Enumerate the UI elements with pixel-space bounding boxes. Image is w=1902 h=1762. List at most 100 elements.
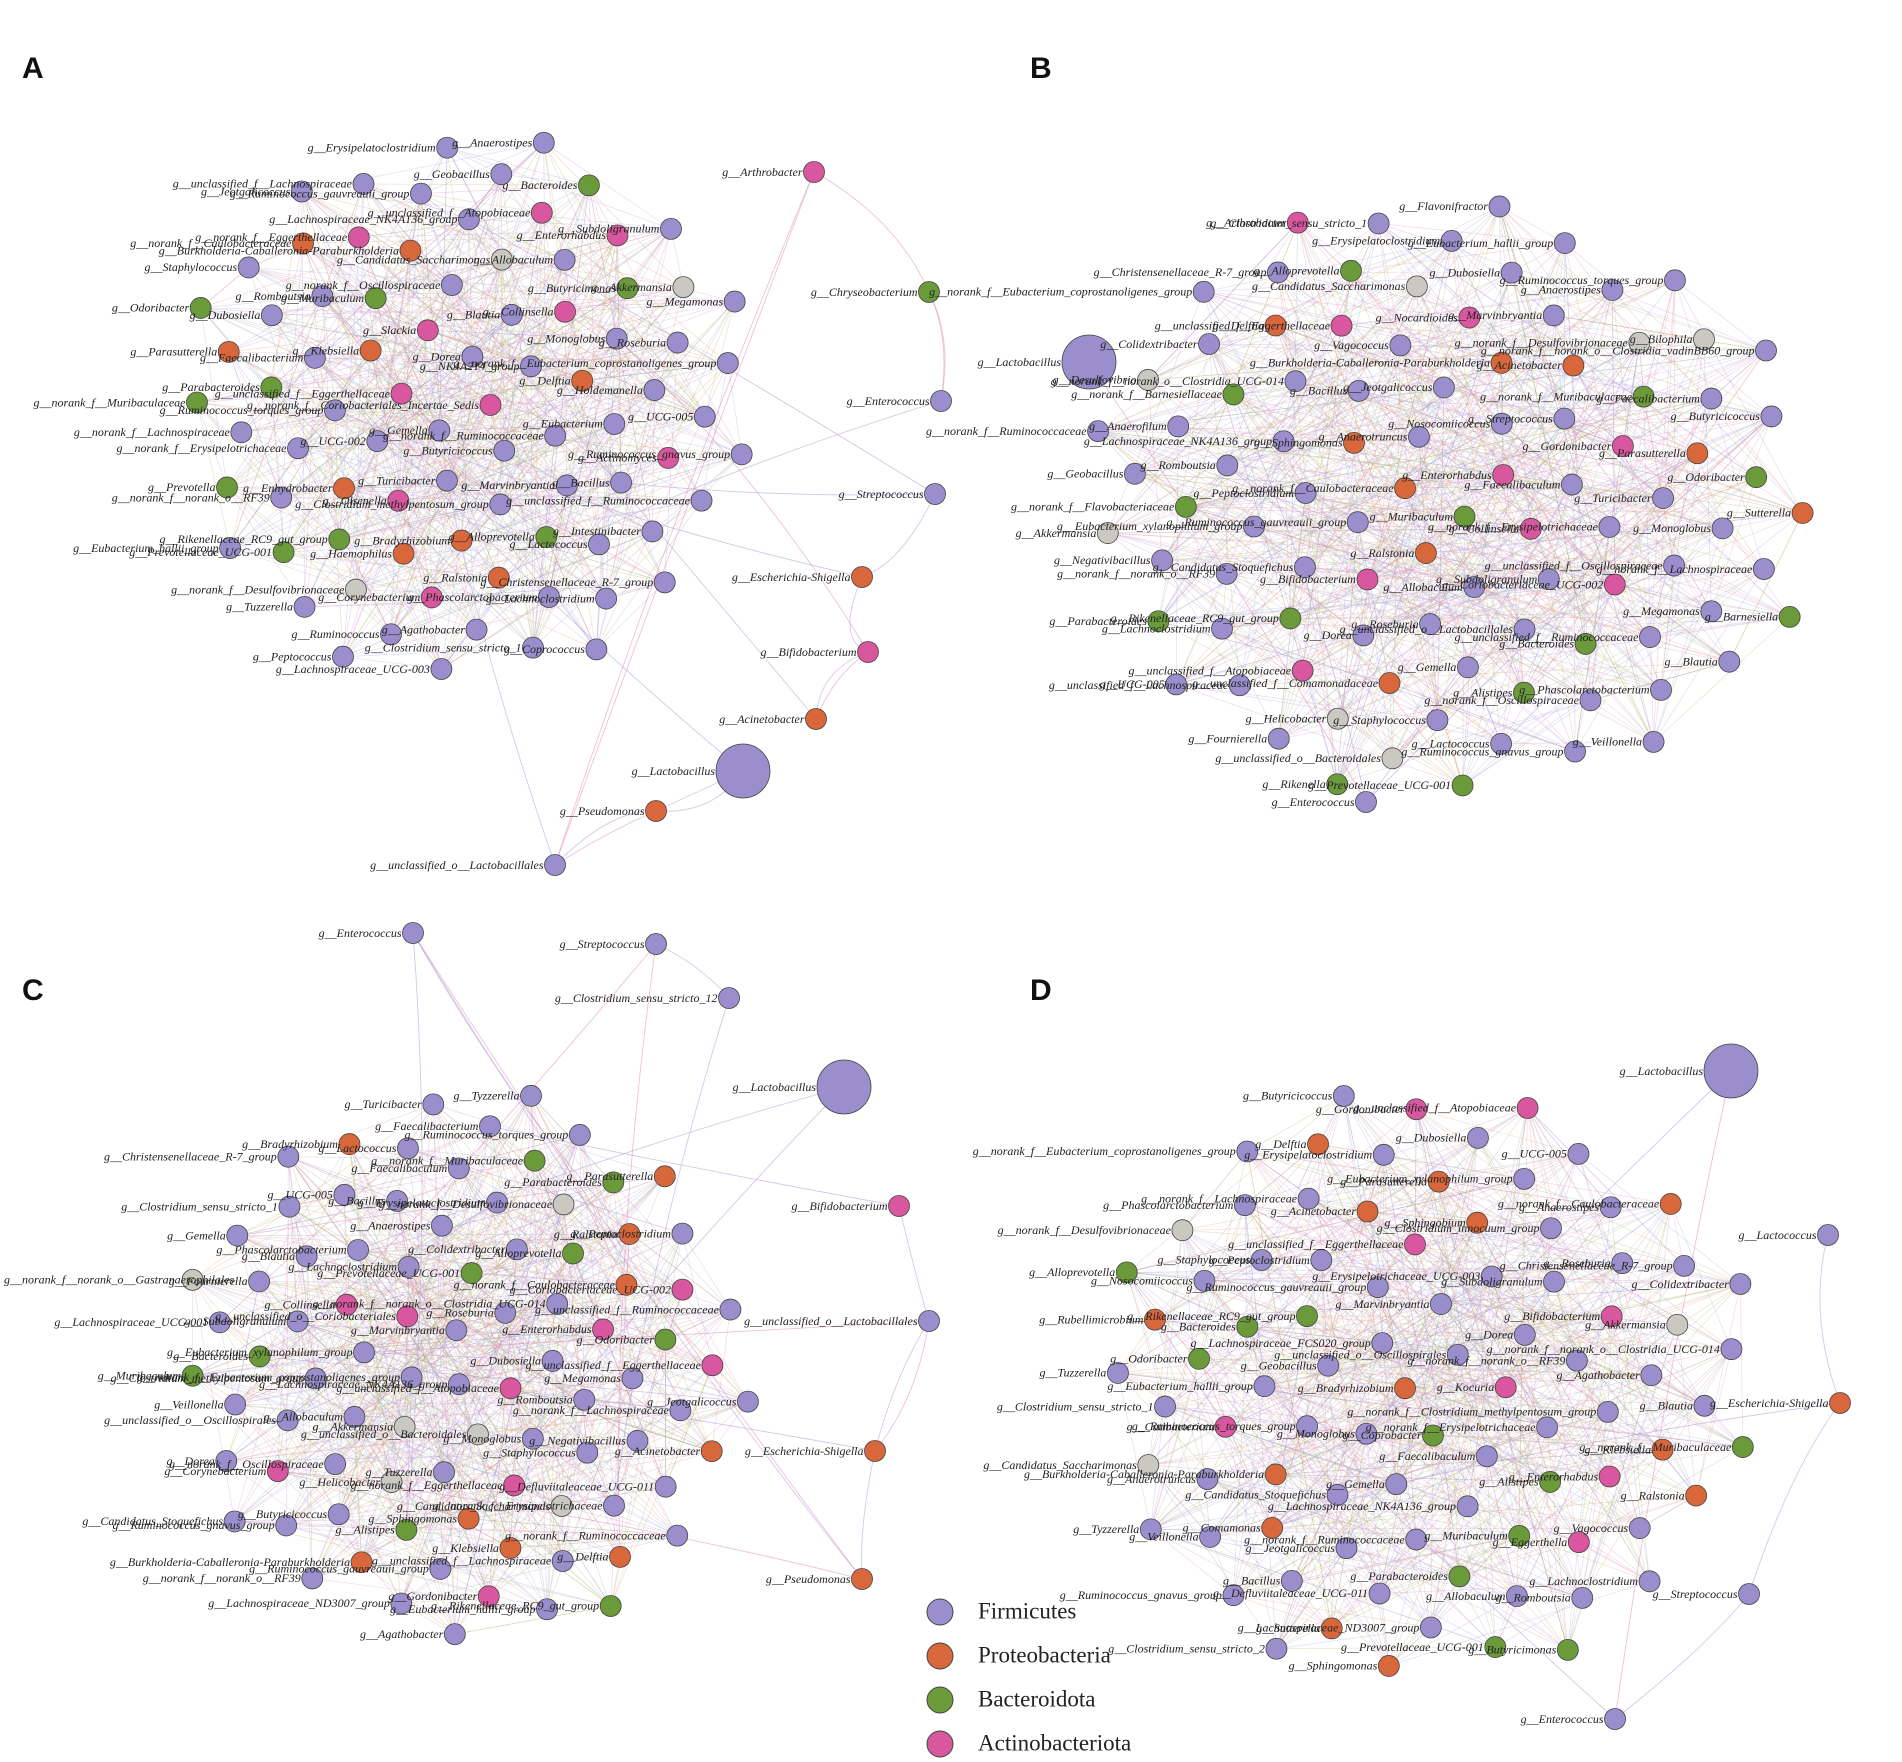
edge	[490, 235, 618, 406]
edge	[468, 1204, 564, 1519]
edge	[396, 1160, 535, 1202]
edge	[1302, 484, 1573, 671]
edge	[271, 315, 442, 670]
edge	[200, 307, 512, 316]
edge	[510, 1387, 712, 1452]
edge	[1158, 325, 1342, 622]
edge	[1098, 430, 1465, 517]
edge	[312, 1471, 445, 1579]
edge	[1278, 452, 1698, 739]
node-label: g__Ruminococcus_gnavus_group	[568, 447, 730, 461]
edge	[285, 1426, 405, 1526]
node-label: g__Subdoligranulum	[558, 222, 660, 236]
edge	[344, 480, 447, 489]
edge	[297, 311, 566, 449]
edge	[1353, 286, 1418, 443]
edge	[443, 1384, 460, 1473]
edge	[1462, 418, 1565, 786]
edge	[1400, 279, 1676, 346]
edge	[1357, 522, 1390, 684]
edge	[447, 147, 590, 186]
node	[260, 304, 283, 327]
edge	[344, 487, 501, 505]
edge	[192, 1279, 585, 1401]
edge	[458, 1253, 574, 1385]
node	[1543, 1270, 1565, 1293]
edge	[410, 250, 501, 505]
node	[1389, 334, 1412, 357]
edge	[228, 351, 282, 498]
edge	[375, 297, 505, 451]
edge	[314, 357, 448, 481]
edge	[1548, 289, 1613, 580]
edge	[237, 1235, 712, 1452]
edge	[1350, 270, 1502, 424]
edge	[420, 193, 565, 261]
edge	[346, 1202, 498, 1305]
edge	[396, 1200, 445, 1473]
edge	[489, 1125, 900, 1207]
edge	[454, 1399, 585, 1635]
node-label: g__norank_f__Desulfovibrionaceae	[379, 1197, 553, 1211]
node-label: g__Christensenellaceae_R-7_group	[1500, 1259, 1673, 1273]
edge	[1297, 222, 1502, 424]
edge	[346, 1304, 534, 1440]
edge	[354, 1377, 412, 1418]
edge	[1175, 573, 1227, 685]
edge	[443, 1339, 666, 1473]
edge	[283, 330, 429, 553]
node	[645, 933, 667, 955]
node	[1267, 727, 1290, 750]
edge	[471, 1272, 713, 1366]
node	[924, 483, 946, 505]
edge	[1378, 223, 1624, 447]
edge	[234, 1329, 457, 1522]
edge	[441, 536, 547, 670]
edge	[270, 191, 303, 388]
node-label: g__Erysipelatoclostridium	[308, 140, 436, 154]
edge	[1302, 635, 1364, 671]
node-label: g__Klebsiella	[432, 1541, 499, 1555]
node	[1817, 1224, 1839, 1246]
edge	[354, 1416, 563, 1562]
edge	[301, 191, 706, 417]
edge	[1147, 379, 1163, 561]
node-label: g__Streptococcus	[1653, 1587, 1738, 1601]
edge	[510, 1182, 614, 1389]
edge	[458, 1168, 683, 1290]
edge	[1304, 566, 1549, 580]
edge	[543, 142, 702, 501]
edge	[1429, 362, 1502, 625]
edge	[456, 1289, 683, 1331]
node-label: g__Bifidobacterium	[761, 645, 857, 659]
edge	[398, 500, 665, 583]
edge	[277, 1104, 434, 1472]
node	[660, 217, 682, 240]
edge	[1176, 618, 1291, 685]
edge	[471, 1253, 574, 1274]
node-label: g__Geobacillus	[1047, 467, 1123, 481]
edge	[1158, 586, 1475, 622]
edge	[377, 228, 672, 442]
edge	[471, 1233, 630, 1274]
edge	[1353, 442, 1586, 645]
edge	[468, 219, 473, 357]
node-label: g__Peptoclostridium	[1193, 486, 1294, 500]
edge	[504, 416, 705, 451]
edge	[556, 1303, 678, 1536]
edge	[301, 142, 544, 192]
edge	[1226, 325, 1276, 466]
edge	[1500, 568, 1765, 745]
edge	[510, 1388, 621, 1558]
edge	[283, 342, 678, 553]
edge	[338, 1388, 511, 1515]
edge	[1416, 286, 1504, 476]
edge	[1221, 628, 1438, 721]
legend-label: Proteobacteria	[978, 1642, 1111, 1667]
edge	[652, 390, 655, 532]
edge	[534, 1160, 614, 1183]
edge	[289, 1206, 585, 1401]
edge	[322, 295, 501, 505]
edge	[1277, 272, 1355, 444]
edge	[400, 1384, 460, 1604]
